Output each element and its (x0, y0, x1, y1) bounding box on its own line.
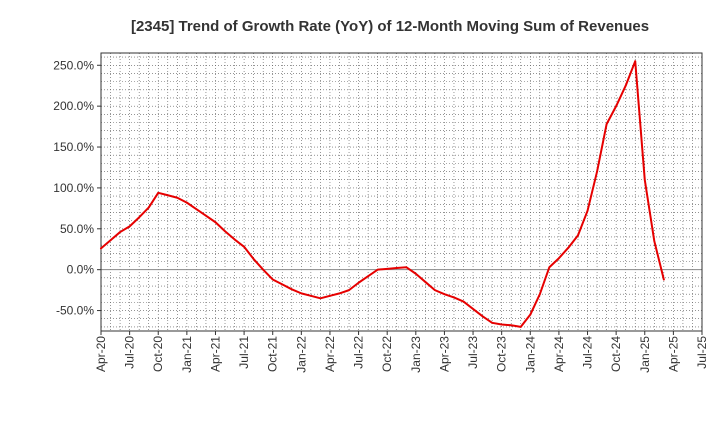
data-point (558, 257, 560, 260)
data-point (634, 60, 637, 62)
data-point (262, 268, 264, 271)
data-point (195, 208, 198, 210)
y-tick-label: 150.0% (53, 140, 94, 154)
data-point (138, 216, 140, 219)
data-point (653, 240, 656, 242)
data-point (109, 239, 112, 242)
x-tick-label: Apr-21 (208, 336, 222, 372)
data-point (605, 123, 608, 125)
y-tick-label: 100.0% (53, 181, 94, 195)
x-tick-label: Jul-25 (695, 336, 709, 369)
x-tick-label: Jan-22 (294, 336, 308, 373)
x-tick-label: Jan-23 (409, 336, 423, 373)
chart-title: [2345] Trend of Growth Rate (YoY) of 12-… (131, 18, 649, 35)
x-tick-label: Jul-20 (123, 336, 137, 369)
y-tick-label: 250.0% (53, 58, 94, 72)
x-tick-label: Apr-22 (323, 336, 337, 372)
x-tick-label: Oct-24 (609, 336, 623, 372)
x-tick-label: Jul-21 (237, 336, 251, 369)
data-point (529, 313, 532, 316)
y-tick-label: 0.0% (67, 263, 95, 277)
data-point (567, 246, 570, 249)
data-point (500, 323, 503, 326)
data-point (224, 230, 226, 233)
x-axis-ticks: Apr-20 Jul-20 Oct-20 Jan-21 Apr-21 Jul-21 Oct-… (94, 336, 709, 373)
data-point (243, 245, 245, 248)
data-point (310, 295, 312, 297)
x-tick-label: Jul-24 (581, 336, 595, 369)
data-point (405, 266, 408, 269)
data-point (233, 238, 236, 241)
x-tick-label: Apr-24 (552, 336, 566, 372)
data-point (491, 322, 493, 324)
x-tick-label: Apr-20 (94, 336, 108, 372)
data-point (596, 170, 598, 173)
x-tick-label: Jan-21 (180, 336, 194, 373)
axes (97, 52, 703, 335)
data-point (367, 275, 369, 278)
data-point (643, 178, 646, 181)
data-point (176, 196, 179, 199)
series-line (100, 60, 665, 328)
x-tick-label: Jul-23 (466, 336, 480, 369)
x-tick-label: Apr-25 (666, 336, 680, 372)
data-point (519, 326, 522, 328)
x-tick-label: Oct-20 (151, 336, 165, 372)
data-point (395, 267, 398, 269)
data-point (577, 234, 579, 237)
data-point (539, 293, 541, 296)
data-point (319, 297, 322, 300)
data-point (214, 221, 217, 224)
data-point (338, 292, 341, 295)
series-layer (100, 60, 665, 328)
data-point (548, 266, 551, 269)
data-point (119, 231, 121, 233)
data-point (586, 210, 589, 212)
data-point (462, 300, 465, 303)
data-point (357, 281, 360, 284)
data-point (481, 315, 484, 318)
data-point (147, 206, 150, 209)
data-point (300, 292, 303, 295)
data-point (290, 288, 293, 291)
data-point (128, 225, 131, 228)
y-tick-label: 200.0% (53, 99, 94, 113)
data-point (205, 214, 207, 217)
data-point (100, 247, 102, 250)
data-point (663, 278, 665, 281)
data-point (386, 268, 388, 270)
data-point (157, 192, 160, 194)
x-tick-label: Jul-22 (352, 336, 366, 369)
data-point (271, 278, 274, 281)
x-tick-label: Jan-25 (638, 336, 652, 373)
data-point (186, 201, 188, 204)
x-tick-label: Apr-23 (437, 336, 451, 372)
data-point (453, 296, 455, 299)
x-tick-label: Oct-22 (380, 336, 394, 372)
data-point (615, 105, 617, 107)
grid (100, 53, 703, 331)
data-point (424, 281, 427, 283)
y-axis-ticks: 250.0% 200.0% 150.0% 100.0% 50.0% 0.0% -50.0% (53, 58, 94, 317)
data-point (281, 283, 284, 286)
data-point (415, 272, 417, 275)
data-point (434, 289, 436, 291)
data-point (510, 324, 513, 327)
data-point (348, 289, 350, 291)
data-point (252, 258, 255, 260)
plot-area-border (100, 52, 703, 332)
data-point (166, 194, 169, 197)
data-point (624, 84, 627, 87)
x-tick-label: Oct-23 (495, 336, 509, 372)
y-tick-label: -50.0% (56, 304, 94, 318)
y-tick-label: 50.0% (60, 222, 94, 236)
data-point (443, 293, 446, 296)
data-point (329, 295, 331, 297)
data-point (472, 308, 474, 310)
x-tick-label: Jan-24 (523, 336, 537, 373)
data-point (376, 268, 379, 271)
x-tick-label: Oct-21 (266, 336, 280, 372)
